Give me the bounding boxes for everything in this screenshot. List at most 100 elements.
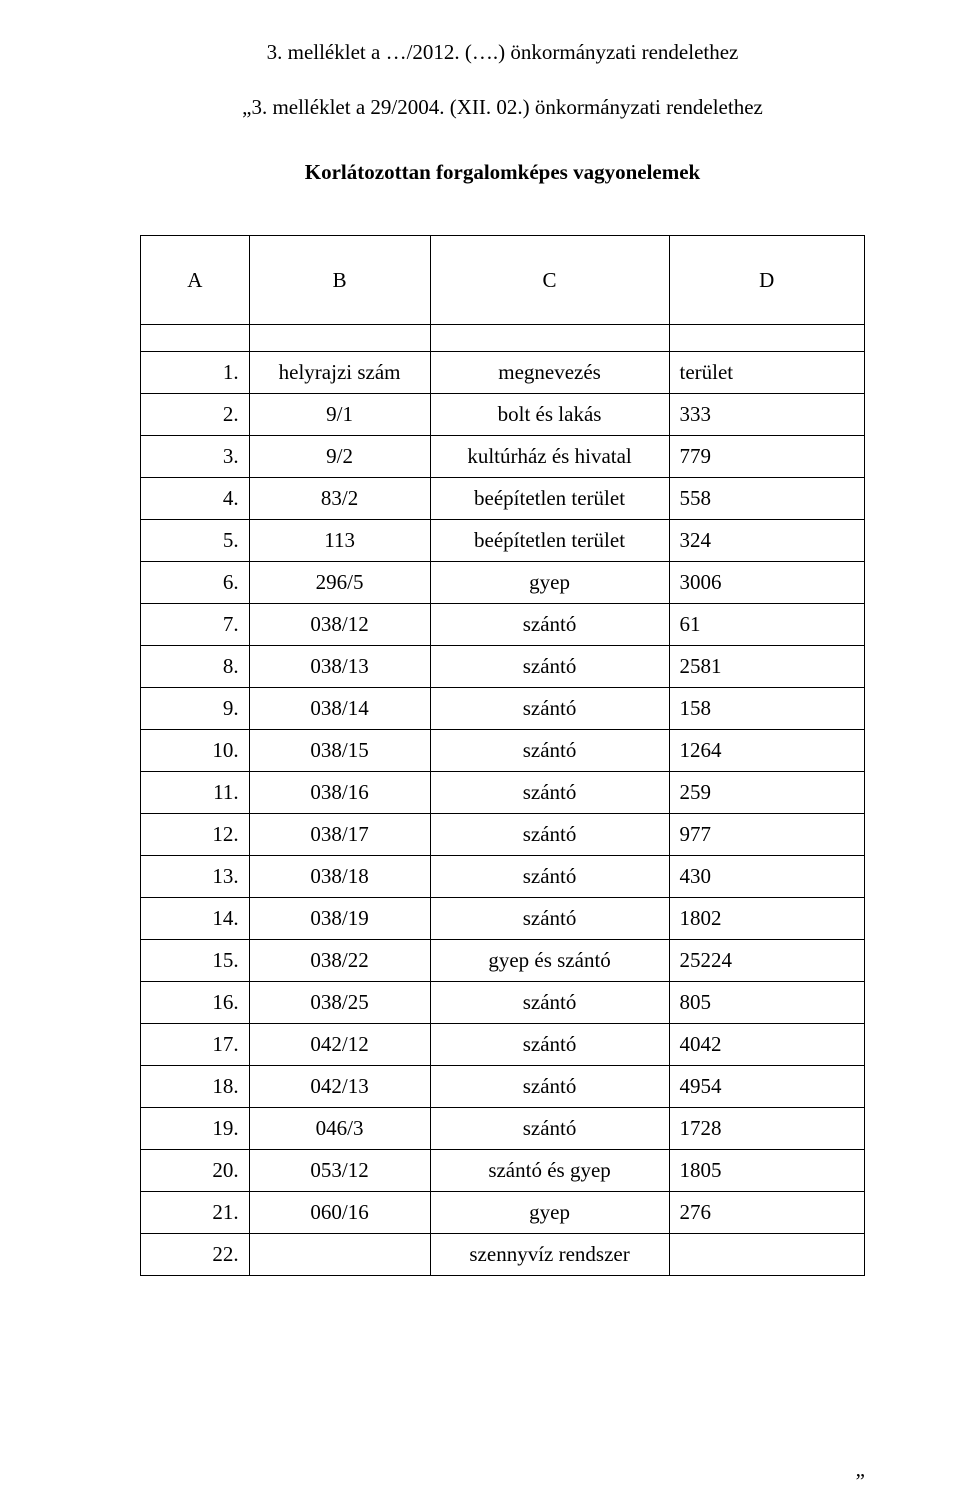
- table-cell: szántó: [430, 814, 669, 856]
- table-cell: 16.: [141, 982, 250, 1024]
- table-cell: [669, 1234, 865, 1276]
- table-cell: 18.: [141, 1066, 250, 1108]
- table-cell: 9/2: [249, 436, 430, 478]
- table-header-cell: B: [249, 236, 430, 325]
- table-cell: szántó: [430, 604, 669, 646]
- table-row: 12.038/17szántó977: [141, 814, 865, 856]
- table-cell: 17.: [141, 1024, 250, 1066]
- table-cell: 4954: [669, 1066, 865, 1108]
- table-cell: 042/12: [249, 1024, 430, 1066]
- table-header-row: ABCD: [141, 236, 865, 325]
- table-row: 6.296/5gyep3006: [141, 562, 865, 604]
- table-cell: 046/3: [249, 1108, 430, 1150]
- table-cell: szántó: [430, 982, 669, 1024]
- table-cell: 1.: [141, 352, 250, 394]
- table-row: 22.szennyvíz rendszer: [141, 1234, 865, 1276]
- table-cell: 4042: [669, 1024, 865, 1066]
- table-cell: 19.: [141, 1108, 250, 1150]
- table-cell: 20.: [141, 1150, 250, 1192]
- table-cell: 1805: [669, 1150, 865, 1192]
- table-spacer-cell: [141, 325, 250, 352]
- table-header-cell: A: [141, 236, 250, 325]
- table-cell: 324: [669, 520, 865, 562]
- table-row: 1.helyrajzi számmegnevezésterület: [141, 352, 865, 394]
- table-cell: 558: [669, 478, 865, 520]
- table-cell: 11.: [141, 772, 250, 814]
- table-cell: 2581: [669, 646, 865, 688]
- table-cell: 113: [249, 520, 430, 562]
- table-row: 20.053/12szántó és gyep1805: [141, 1150, 865, 1192]
- table-cell: 038/22: [249, 940, 430, 982]
- table-cell: szántó: [430, 1108, 669, 1150]
- table-cell: bolt és lakás: [430, 394, 669, 436]
- table-cell: 259: [669, 772, 865, 814]
- section-title: Korlátozottan forgalomképes vagyonelemek: [140, 160, 865, 185]
- closing-quote: ”: [856, 1469, 865, 1494]
- table-cell: beépítetlen terület: [430, 478, 669, 520]
- table-cell: 4.: [141, 478, 250, 520]
- table-cell: szántó: [430, 1066, 669, 1108]
- table-cell: 042/13: [249, 1066, 430, 1108]
- table-cell: szántó: [430, 1024, 669, 1066]
- table-cell: 9/1: [249, 394, 430, 436]
- table-cell: szántó: [430, 856, 669, 898]
- table-cell: 053/12: [249, 1150, 430, 1192]
- table-header-cell: C: [430, 236, 669, 325]
- table-cell: 158: [669, 688, 865, 730]
- table-cell: 038/25: [249, 982, 430, 1024]
- table-cell: 2.: [141, 394, 250, 436]
- table-cell: 83/2: [249, 478, 430, 520]
- table-cell: 038/17: [249, 814, 430, 856]
- table-row: 10.038/15szántó1264: [141, 730, 865, 772]
- table-cell: szántó és gyep: [430, 1150, 669, 1192]
- page: 3. melléklet a …/2012. (….) önkormányzat…: [0, 0, 960, 1502]
- table-row: 18.042/13szántó4954: [141, 1066, 865, 1108]
- table-cell: 977: [669, 814, 865, 856]
- table-cell: 038/16: [249, 772, 430, 814]
- table-cell: 038/18: [249, 856, 430, 898]
- table-row: 19.046/3szántó1728: [141, 1108, 865, 1150]
- table-cell: [249, 1234, 430, 1276]
- heading-line-2: „3. melléklet a 29/2004. (XII. 02.) önko…: [140, 95, 865, 120]
- table-row: 3.9/2kultúrház és hivatal779: [141, 436, 865, 478]
- table-cell: szántó: [430, 898, 669, 940]
- table-cell: kultúrház és hivatal: [430, 436, 669, 478]
- table-cell: 276: [669, 1192, 865, 1234]
- table-cell: 038/15: [249, 730, 430, 772]
- table-cell: 12.: [141, 814, 250, 856]
- table-cell: 14.: [141, 898, 250, 940]
- table-row: 15.038/22gyep és szántó25224: [141, 940, 865, 982]
- table-cell: gyep: [430, 562, 669, 604]
- table-cell: 060/16: [249, 1192, 430, 1234]
- table-row: 7.038/12szántó61: [141, 604, 865, 646]
- table-cell: szántó: [430, 730, 669, 772]
- table-spacer-row: [141, 325, 865, 352]
- table-cell: szántó: [430, 772, 669, 814]
- table-spacer-cell: [669, 325, 865, 352]
- table-cell: szennyvíz rendszer: [430, 1234, 669, 1276]
- table-row: 5.113beépítetlen terület324: [141, 520, 865, 562]
- table-row: 9.038/14szántó158: [141, 688, 865, 730]
- table-cell: 9.: [141, 688, 250, 730]
- table-cell: 038/13: [249, 646, 430, 688]
- heading-line-1: 3. melléklet a …/2012. (….) önkormányzat…: [140, 40, 865, 65]
- table-cell: 296/5: [249, 562, 430, 604]
- table-cell: 7.: [141, 604, 250, 646]
- table-cell: 21.: [141, 1192, 250, 1234]
- table-cell: szántó: [430, 688, 669, 730]
- table-cell: terület: [669, 352, 865, 394]
- table-cell: 1264: [669, 730, 865, 772]
- table-row: 14.038/19szántó1802: [141, 898, 865, 940]
- table-cell: gyep és szántó: [430, 940, 669, 982]
- table-header-cell: D: [669, 236, 865, 325]
- table-cell: megnevezés: [430, 352, 669, 394]
- table-cell: 038/14: [249, 688, 430, 730]
- property-table: ABCD1.helyrajzi számmegnevezésterület2.9…: [140, 235, 865, 1276]
- table-cell: 13.: [141, 856, 250, 898]
- table-cell: 038/19: [249, 898, 430, 940]
- table-cell: helyrajzi szám: [249, 352, 430, 394]
- table-cell: 61: [669, 604, 865, 646]
- table-cell: 25224: [669, 940, 865, 982]
- table-cell: 333: [669, 394, 865, 436]
- table-cell: 805: [669, 982, 865, 1024]
